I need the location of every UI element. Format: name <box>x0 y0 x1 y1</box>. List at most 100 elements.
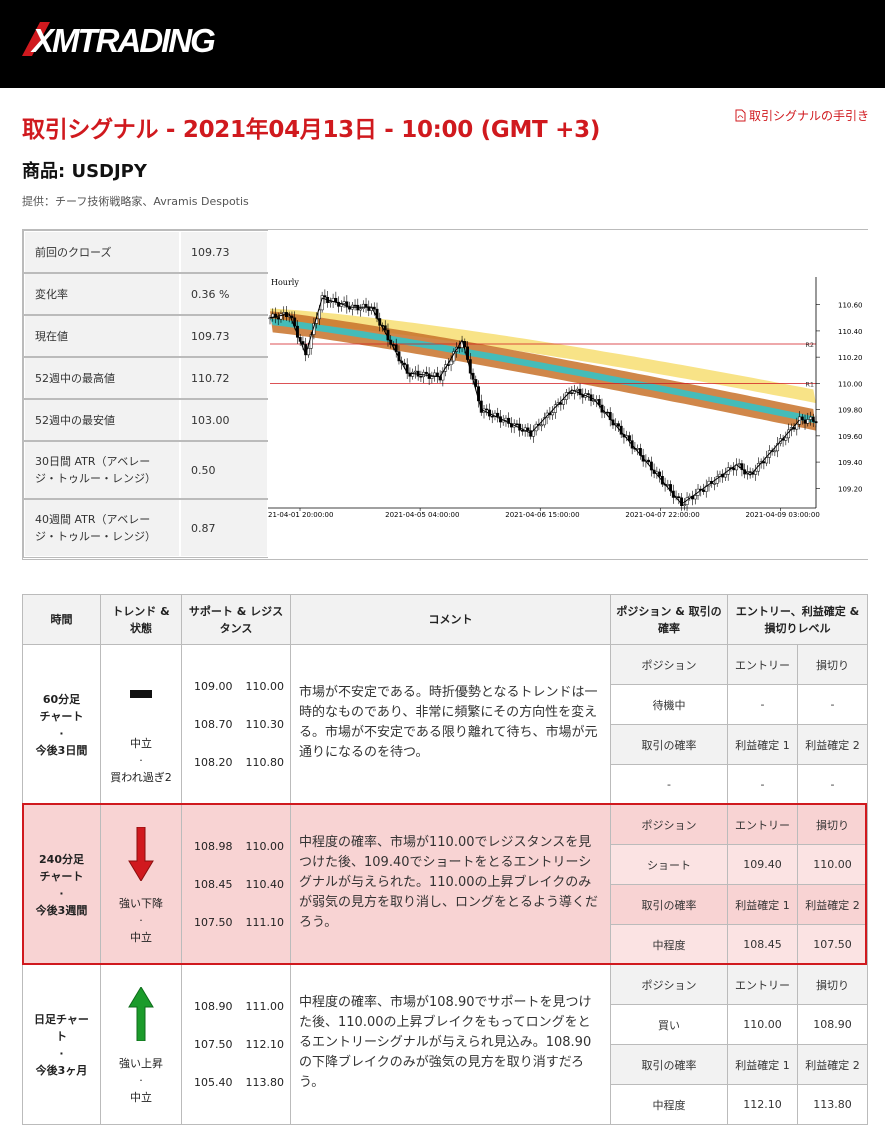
candle-body <box>274 313 277 318</box>
support-level: 108.70 <box>194 718 233 731</box>
orange-ma-band <box>270 311 816 431</box>
candle-body <box>666 484 670 486</box>
trend-cell: 強い下降 · 中立 <box>100 804 182 965</box>
grid-cell: 110.00 <box>727 1004 798 1045</box>
candle-body <box>348 306 352 310</box>
sr-pair: 108.45 110.40 <box>194 866 290 904</box>
candle-body <box>540 424 544 427</box>
x-tick-label: 2021-04-06 15:00:00 <box>505 511 579 519</box>
candle-body <box>306 348 310 356</box>
resistance-level: 110.00 <box>245 680 285 693</box>
signal-grid-row: 取引の確率 利益確定 1 利益確定 2 <box>23 724 868 765</box>
grid-cell: 107.50 <box>797 924 868 965</box>
candle-body <box>795 423 799 430</box>
grid-cell: 待機中 <box>610 684 728 725</box>
sr-pair: 108.20 110.80 <box>194 744 290 782</box>
candle-body <box>317 309 321 320</box>
candle-body <box>762 461 766 464</box>
trend-cell: 中立 · 買われ過ぎ2 <box>100 644 182 805</box>
sr-pair: 107.50 112.10 <box>194 1026 290 1064</box>
support-level: 107.50 <box>194 916 233 929</box>
grid-cell: エントリー <box>727 804 798 845</box>
resistance-level: 111.10 <box>245 916 285 929</box>
stat-value: 0.87 <box>179 498 269 558</box>
candle-body <box>328 301 332 304</box>
pdf-icon <box>735 109 746 122</box>
support-level: 105.40 <box>194 1076 233 1089</box>
comment-cell: 市場が不安定である。時折優勢となるトレンドは一時的なものであり、非常に頻繁にその… <box>290 644 611 805</box>
grid-cell: 112.10 <box>727 1084 798 1125</box>
sr-pair: 108.90 111.00 <box>194 988 290 1026</box>
grid-cell: 利益確定 2 <box>797 724 868 765</box>
candle-body <box>496 412 500 417</box>
xm-trading-logo[interactable]: XMTRADING <box>20 18 265 60</box>
signals-table: 時間 トレンド & 状態 サポート & レジスタンス コメント ポジション & … <box>22 594 868 1125</box>
grid-cell: 損切り <box>797 644 868 685</box>
signal-guide-link[interactable]: 取引シグナルの手引き <box>735 107 869 124</box>
grid-cell: - <box>727 764 798 805</box>
stat-value: 109.73 <box>179 230 269 274</box>
candle-body <box>507 417 511 424</box>
candle-body <box>740 463 744 470</box>
grid-cell: エントリー <box>727 644 798 685</box>
trend-cell: 強い上昇 · 中立 <box>100 964 182 1125</box>
grid-cell: 利益確定 1 <box>727 1044 798 1085</box>
timeframe-line: チャート <box>39 709 84 723</box>
candle-body <box>342 301 346 304</box>
sr-pair: 108.98 110.00 <box>194 828 290 866</box>
y-tick-label: 109.40 <box>838 459 863 467</box>
stat-label: 52週中の最高値 <box>23 356 181 400</box>
candle-body <box>526 427 530 431</box>
trend-state-line: 強い下降 <box>119 897 163 910</box>
candle-body <box>617 423 620 427</box>
resistance-level: 110.30 <box>245 718 285 731</box>
candle-body <box>724 474 727 478</box>
timeframe-line: ト <box>56 1029 67 1043</box>
candle-body <box>405 364 409 374</box>
support-resistance-cell: 108.90 111.00 107.50 112.10 105.40 113.80 <box>181 964 291 1125</box>
level-label: R1 <box>805 380 814 388</box>
grid-cell: 109.40 <box>727 844 798 885</box>
trend-state-line: 中立 <box>130 1091 152 1104</box>
arrow-down-icon <box>128 827 154 881</box>
grid-cell: ポジション <box>610 644 728 685</box>
candle-body <box>427 373 431 379</box>
candle-body <box>411 371 415 377</box>
candle-body <box>345 301 349 308</box>
y-tick-label: 109.60 <box>838 433 863 441</box>
candle-body <box>419 376 423 378</box>
signal-guide-label[interactable]: 取引シグナルの手引き <box>748 109 869 123</box>
comment-cell: 中程度の確率、市場が108.90でサポートを見つけた後、110.00の上昇ブレイ… <box>290 964 611 1125</box>
candle-body <box>702 489 705 492</box>
candle-body <box>457 347 461 349</box>
candle-body <box>608 412 612 421</box>
grid-cell: 取引の確率 <box>610 1044 728 1085</box>
trend-state-line: 強い上昇 <box>119 1057 163 1070</box>
candle-body <box>595 399 598 401</box>
y-tick-label: 110.20 <box>838 354 863 362</box>
timeframe-line: 今後3週間 <box>35 903 88 917</box>
stats-table: 前回のクローズ 109.73 変化率 0.36 % 現在値 109.73 52週中の最… <box>23 230 269 558</box>
candle-body <box>474 379 478 387</box>
grid-cell: 108.45 <box>727 924 798 965</box>
y-tick-label: 110.00 <box>838 380 863 388</box>
candle-body <box>485 408 489 411</box>
candle-body <box>408 373 412 377</box>
stat-label: 52週中の最安値 <box>23 398 181 442</box>
timeframe-line: 60分足 <box>42 692 81 706</box>
resistance-level: 113.80 <box>245 1076 285 1089</box>
resistance-level: 110.00 <box>245 840 285 853</box>
grid-cell: 利益確定 2 <box>797 884 868 925</box>
logo-text: XMTRADING <box>30 22 215 59</box>
stat-value: 110.72 <box>179 356 269 400</box>
timeframe-cell: 日足チャート · 今後3ヶ月 <box>22 964 101 1125</box>
candle-body <box>364 303 368 307</box>
grid-cell: ショート <box>610 844 728 885</box>
signal-grid-row: 待機中 - - <box>23 684 868 725</box>
support-level: 109.00 <box>194 680 233 693</box>
candle-body <box>784 437 788 441</box>
stat-value: 0.36 % <box>179 272 269 316</box>
teal-ma-band <box>270 318 816 424</box>
grid-cell: - <box>797 684 868 725</box>
candle-body <box>570 392 574 394</box>
